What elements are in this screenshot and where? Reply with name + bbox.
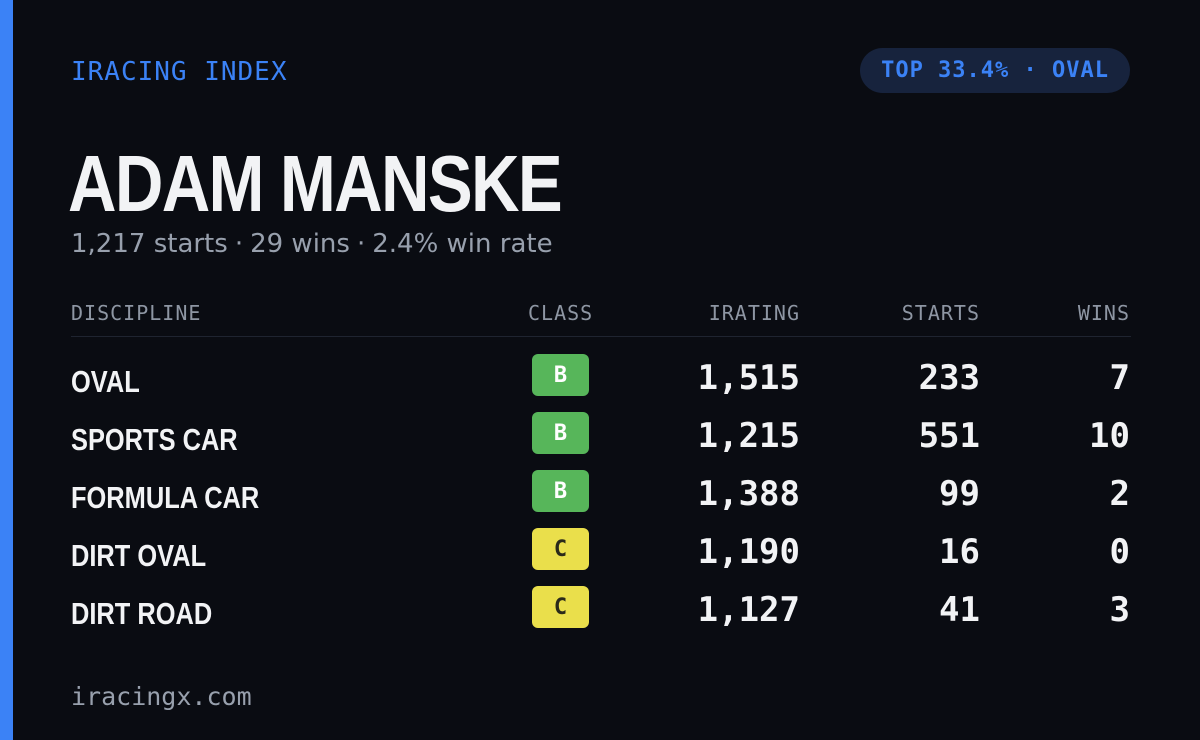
irating-value: 1,515 [697,358,800,398]
header-divider [71,336,1131,337]
class-badge: C [532,528,589,570]
discipline-name: DIRT ROAD [71,596,213,631]
irating-value: 1,190 [697,532,800,572]
column-header-discipline: DISCIPLINE [71,301,202,325]
column-header-irating: IRATING [708,301,800,325]
wins-value: 7 [1109,358,1130,398]
wins-value: 2 [1109,474,1130,514]
percentile-badge-label: TOP 33.4% · OVAL [881,58,1109,83]
column-header-starts: STARTS [901,301,980,325]
table-row: DIRT ROAD C 1,127 41 3 [0,586,1200,644]
starts-value: 99 [939,474,980,514]
column-header-class: CLASS [528,301,594,325]
driver-summary: 1,217 starts · 29 wins · 2.4% win rate [71,229,553,259]
percentile-badge: TOP 33.4% · OVAL [860,48,1130,93]
table-row: SPORTS CAR B 1,215 551 10 [0,412,1200,470]
starts-value: 233 [918,358,980,398]
wins-value: 3 [1109,590,1130,630]
separator-dot: · [234,229,244,259]
column-header-wins: WINS [1077,301,1130,325]
wins-value: 10 [1089,416,1130,456]
wins-value: 0 [1109,532,1130,572]
irating-value: 1,388 [697,474,800,514]
table-row: FORMULA CAR B 1,388 99 2 [0,470,1200,528]
table-row: OVAL B 1,515 233 7 [0,354,1200,412]
class-badge: B [532,354,589,396]
discipline-name: OVAL [71,364,140,399]
class-badge: B [532,412,589,454]
separator-dot: · [356,229,366,259]
footer-site-link[interactable]: iracingx.com [71,682,252,711]
win-rate-summary: 2.4% win rate [372,229,553,259]
starts-value: 551 [918,416,980,456]
starts-value: 41 [939,590,980,630]
class-badge: C [532,586,589,628]
discipline-name: DIRT OVAL [71,538,207,573]
accent-bar [0,0,13,740]
class-badge: B [532,470,589,512]
irating-value: 1,127 [697,590,800,630]
wins-summary: 29 wins [250,229,350,259]
discipline-name: FORMULA CAR [71,480,260,515]
starts-value: 16 [939,532,980,572]
starts-summary: 1,217 starts [71,229,228,259]
brand-title: IRACING INDEX [71,57,288,87]
table-row: DIRT OVAL C 1,190 16 0 [0,528,1200,586]
irating-value: 1,215 [697,416,800,456]
driver-name: ADAM MANSKE [68,139,563,228]
discipline-name: SPORTS CAR [71,422,238,457]
